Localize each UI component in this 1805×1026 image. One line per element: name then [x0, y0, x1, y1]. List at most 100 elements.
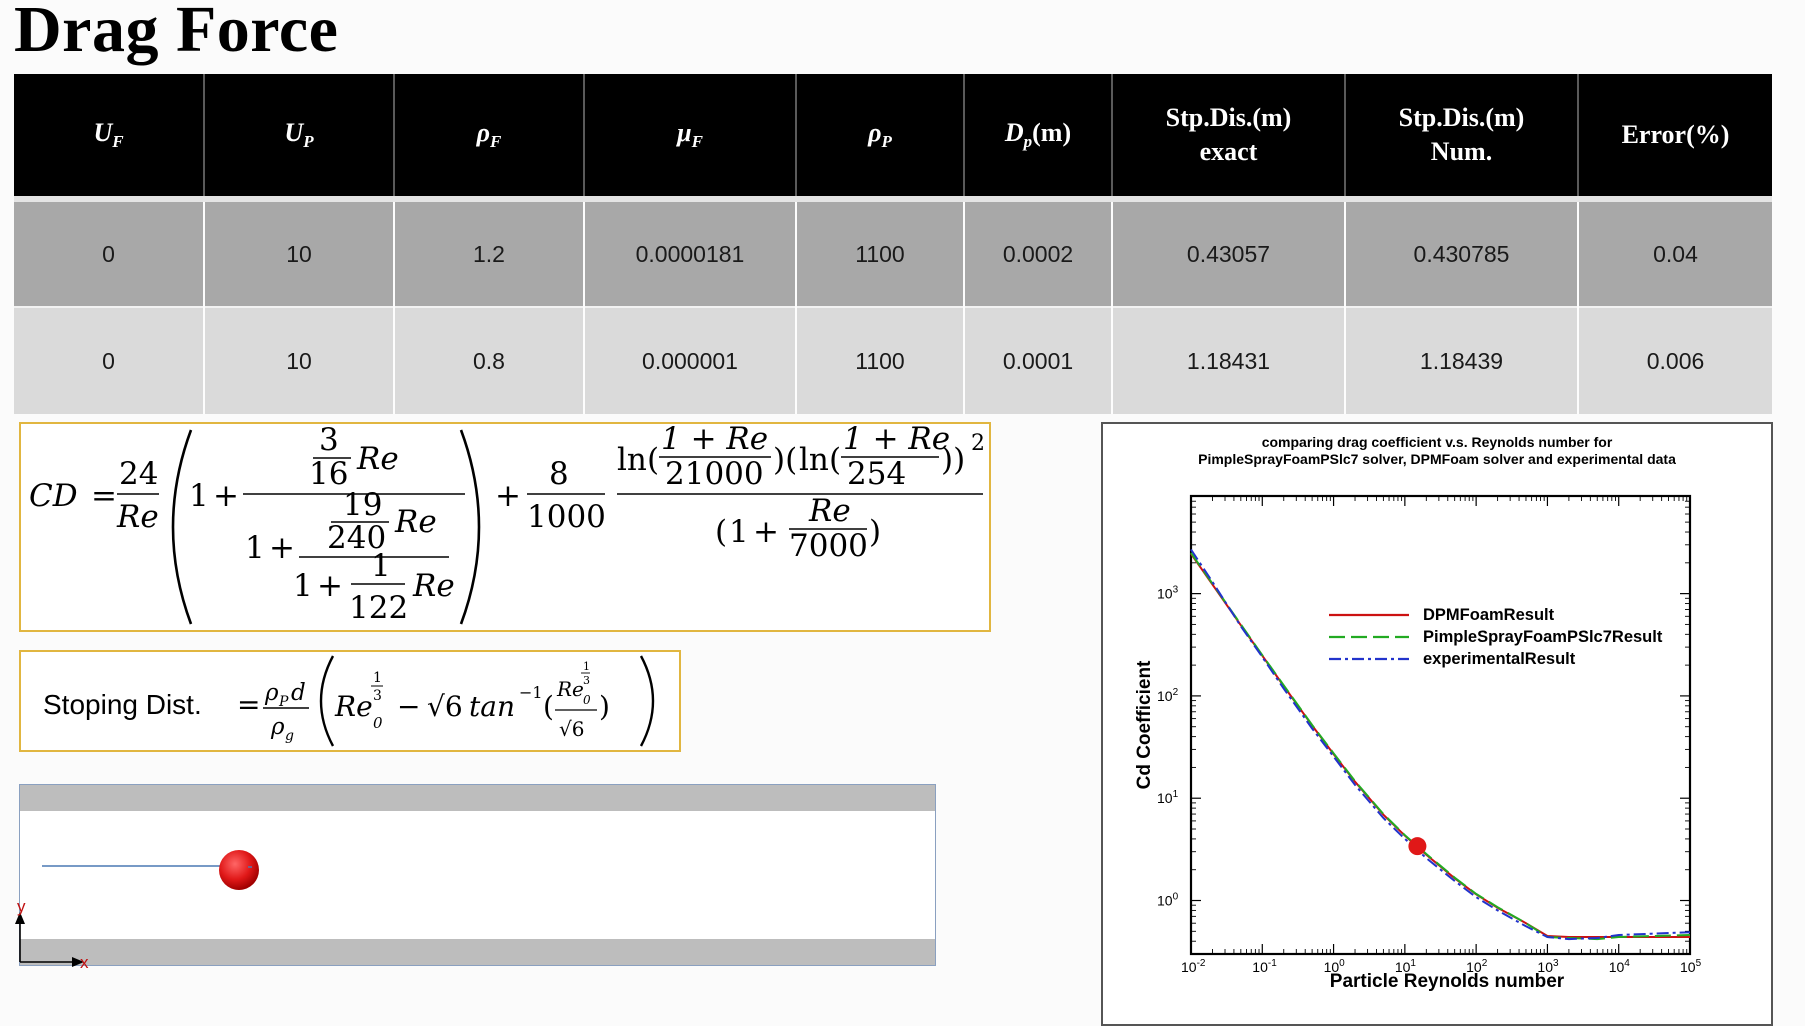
exponent-denominator: 3 — [583, 674, 590, 687]
exponent-numerator: 1 — [373, 670, 382, 686]
table-header-row: UF UP ρF μF ρP Dp(m) Stp.Dis.(m) exact St… — [14, 74, 1772, 199]
denominator-122: 122 — [349, 590, 408, 626]
y-tick-label: 102 — [1157, 687, 1179, 704]
x-tick-label: 101 — [1395, 958, 1417, 975]
numerator-19: 19 — [343, 487, 382, 523]
x-tick-label: 103 — [1537, 958, 1559, 975]
drag-coefficient-formula: CD = 24 Re 1 + 3 16 Re 19 240 Re 1 + 1 +… — [19, 422, 991, 632]
svg-text:(: ( — [715, 514, 727, 550]
ln-function: ln — [617, 442, 647, 478]
table-cell: 0.0000181 — [584, 196, 797, 307]
exponent-numerator: 1 — [583, 660, 590, 673]
svg-text:(: ( — [543, 690, 554, 723]
y-tick-label: 100 — [1157, 892, 1179, 909]
x-tick-label: 10-1 — [1252, 958, 1277, 975]
table-row: 0 10 1.2 0.0000181 1100 0.0002 0.43057 0… — [14, 196, 1772, 307]
denominator-254: 254 — [847, 456, 906, 492]
header-error: Error(%) — [1578, 74, 1772, 199]
x-tick-label: 104 — [1609, 958, 1631, 975]
x-tick-label: 100 — [1324, 958, 1346, 975]
table-row: 0 10 0.8 0.000001 1100 0.0001 1.18431 1.… — [14, 306, 1772, 414]
inverse-exponent: −1 — [519, 683, 543, 702]
y-tick-label: 101 — [1157, 789, 1179, 806]
table-cell: 1100 — [796, 196, 965, 307]
rho-p-symbol: ρ — [264, 680, 279, 706]
minus-sign: − — [397, 690, 420, 723]
re-subscript-zero: 0 — [583, 693, 591, 707]
denominator-240: 240 — [327, 520, 386, 556]
equals-sign: = — [91, 478, 117, 514]
numerator-1: 1 — [371, 548, 391, 584]
plus-sign: + — [495, 478, 521, 514]
denominator-16: 16 — [309, 456, 348, 492]
re-term: Re — [808, 493, 851, 529]
table-cell: 10 — [204, 306, 395, 414]
y-tick-label: 103 — [1157, 585, 1179, 602]
legend-item: DPMFoamResult — [1329, 605, 1555, 624]
header-stop-dist-exact: Stp.Dis.(m) exact — [1112, 74, 1346, 199]
table-cell: 0.430785 — [1345, 196, 1579, 307]
channel-diagram — [19, 784, 936, 966]
legend-item: PimpleSprayFoamPSlc7Result — [1329, 627, 1663, 646]
re-symbol: Re — [556, 677, 584, 701]
stopping-distance-label: Stoping Dist. — [43, 689, 202, 720]
denominator-7000: 7000 — [789, 528, 868, 564]
header-u-f: UF — [14, 74, 205, 199]
header-u-p: UP — [204, 74, 395, 199]
diameter-symbol: d — [291, 680, 306, 706]
rho-g-symbol: ρ — [270, 714, 285, 740]
table-cell: 0 — [14, 196, 205, 307]
one-plus-re: 1 + Re — [661, 424, 768, 457]
rho-p-subscript: P — [278, 694, 289, 710]
stopping-distance-formula: Stoping Dist. = ρ P d ρ g Re 1 3 0 − √6 … — [19, 650, 681, 752]
header-mu-f: μF — [584, 74, 797, 199]
equals-sign: = — [237, 688, 260, 721]
one-plus-re: 1 + Re — [843, 424, 950, 457]
page-title: Drag Force — [14, 0, 339, 66]
numerator-8: 8 — [549, 456, 569, 492]
header-stop-dist-num: Stp.Dis.(m) Num. — [1345, 74, 1579, 199]
table-cell: 0.0001 — [964, 306, 1113, 414]
re-term: Re — [356, 441, 399, 477]
svg-text:(: ( — [647, 442, 659, 478]
x-tick-label: 10-2 — [1181, 958, 1206, 975]
chart-title: comparing drag coefficient v.s. Reynolds… — [1198, 434, 1676, 467]
rho-g-subscript: g — [285, 728, 294, 744]
denominator-21000: 21000 — [665, 456, 764, 492]
table-cell: 1.18431 — [1112, 306, 1346, 414]
svg-text:)): )) — [941, 442, 965, 478]
table-cell: 0.04 — [1578, 196, 1772, 307]
term-one: 1 — [189, 478, 209, 514]
table-cell: 0 — [14, 306, 205, 414]
re-term: Re — [394, 504, 437, 540]
denominator-re: Re — [116, 499, 159, 535]
drag-coefficient-chart: comparing drag coefficient v.s. Reynolds… — [1101, 422, 1773, 1026]
exponent-2: 2 — [971, 431, 985, 456]
table-cell: 1.18439 — [1345, 306, 1579, 414]
table-cell: 0.43057 — [1112, 196, 1346, 307]
sqrt-six: √6 — [427, 690, 463, 723]
table-cell: 0.000001 — [584, 306, 797, 414]
tan-function: tan — [469, 690, 515, 723]
plus-sign: + — [753, 514, 779, 550]
plot-frame — [1189, 494, 1692, 956]
plus-sign: + — [269, 530, 295, 566]
denominator-1000: 1000 — [527, 499, 606, 535]
re-symbol: Re — [334, 690, 373, 723]
data-marker — [1408, 837, 1427, 856]
table-cell: 10 — [204, 196, 395, 307]
header-rho-p: ρP — [796, 74, 965, 199]
term-one: 1 — [729, 514, 749, 550]
svg-text:): ) — [599, 690, 610, 723]
y-axis-label: y — [17, 898, 26, 916]
term-one: 1 — [245, 530, 265, 566]
table-cell: 1.2 — [394, 196, 585, 307]
numerator-3: 3 — [319, 424, 339, 458]
re-subscript-zero: 0 — [373, 714, 383, 732]
top-wall — [20, 785, 935, 811]
term-one: 1 — [293, 568, 313, 604]
x-axis-label: x — [80, 953, 89, 972]
header-rho-f: ρF — [394, 74, 585, 199]
parameters-table: UF UP ρF μF ρP Dp(m) Stp.Dis.(m) exact St… — [14, 74, 1772, 414]
svg-text:)(: )( — [773, 442, 797, 478]
